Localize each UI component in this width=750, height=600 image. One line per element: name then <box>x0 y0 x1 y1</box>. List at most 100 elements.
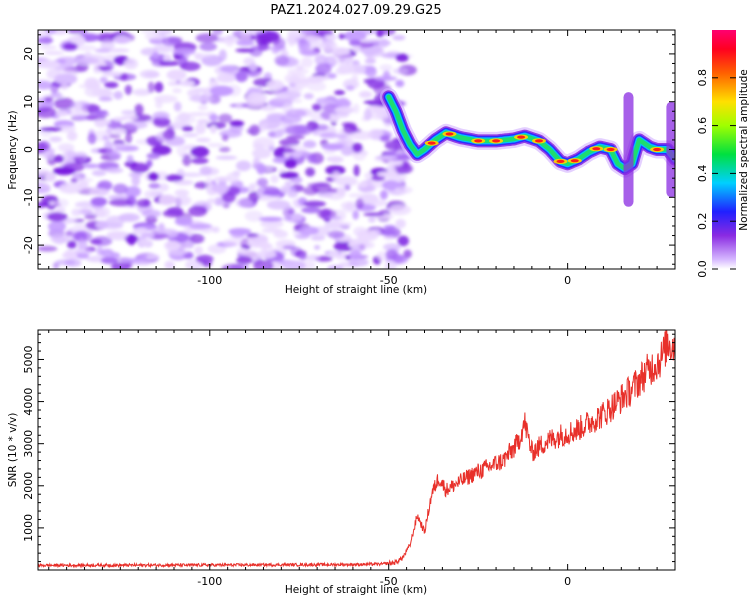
noise-blob <box>307 81 327 92</box>
noise-blob <box>174 114 196 125</box>
noise-blob <box>134 103 144 116</box>
colorbar: 0.0 0.2 0.4 0.6 0.8 Normalized spectral ampl… <box>696 30 750 278</box>
noise-blob <box>257 187 266 198</box>
noise-blob <box>50 233 69 244</box>
snr-series-line <box>38 330 675 569</box>
noise-blob <box>221 192 236 203</box>
noise-blob <box>383 243 401 251</box>
noise-blob <box>297 39 311 51</box>
noise-blob <box>153 233 170 239</box>
noise-blob <box>324 215 342 220</box>
noise-blob <box>218 49 227 62</box>
noise-blob <box>99 76 108 84</box>
noise-blob <box>353 164 360 177</box>
y-tick-label: 3000 <box>22 430 35 458</box>
noise-blob <box>273 230 288 239</box>
noise-blob <box>218 146 231 153</box>
noise-blob <box>113 90 123 100</box>
noise-blob <box>96 32 118 43</box>
noise-blob <box>228 228 252 235</box>
noise-blob <box>323 149 336 155</box>
noise-blob <box>144 32 164 41</box>
noise-blob <box>219 65 237 73</box>
noise-blob <box>320 40 338 52</box>
noise-blob <box>248 62 258 72</box>
noise-blob <box>343 53 354 65</box>
colorbar-label: Normalized spectral amplitude <box>738 69 750 230</box>
noise-blob <box>368 216 376 223</box>
noise-blob <box>90 197 108 207</box>
noise-blob <box>73 223 81 231</box>
noise-blob <box>67 240 77 249</box>
noise-blob <box>38 168 51 175</box>
y-tick-label: 2000 <box>22 472 35 500</box>
side-streak <box>623 92 634 207</box>
noise-blob <box>196 137 211 143</box>
noise-blob <box>95 220 109 229</box>
noise-blob <box>48 220 66 233</box>
noise-blob <box>388 204 412 216</box>
noise-blob <box>207 143 224 148</box>
y-tick-label: 10 <box>22 95 35 109</box>
noise-blob <box>49 136 63 143</box>
noise-blob <box>303 140 317 149</box>
x-tick-label: -50 <box>380 274 398 287</box>
noise-blob <box>359 150 369 156</box>
noise-blob <box>42 149 55 160</box>
noise-blob <box>236 247 248 255</box>
colorbar-tick-label: 0.4 <box>696 165 709 183</box>
noise-blob <box>356 229 379 241</box>
noise-blob <box>130 162 150 173</box>
snr-panel: -100 -50 0 1000 2000 3000 4000 5000 Height of s… <box>7 329 676 596</box>
noise-blob <box>358 90 373 99</box>
noise-blob <box>141 209 162 218</box>
noise-blob <box>91 170 107 177</box>
noise-blob <box>84 213 97 220</box>
noise-blob <box>337 133 348 140</box>
noise-blob <box>352 209 360 220</box>
noise-blob <box>174 189 189 197</box>
noise-blob <box>147 81 155 94</box>
noise-blob <box>351 142 363 153</box>
noise-blob <box>66 30 88 35</box>
noise-blob <box>209 113 219 122</box>
y-tick-label: 1000 <box>22 514 35 542</box>
noise-blob <box>340 145 354 156</box>
noise-blob <box>376 110 390 120</box>
chart-title: PAZ1.2024.027.09.29.G25 <box>270 3 441 18</box>
ridge-peak <box>570 159 579 163</box>
noise-blob <box>256 31 280 42</box>
noise-blob <box>328 251 339 258</box>
noise-blob <box>300 56 314 68</box>
noise-blob <box>154 81 164 93</box>
ridge-peak <box>492 139 501 143</box>
noise-blob <box>100 248 114 257</box>
noise-blob <box>258 216 283 222</box>
heatmap-layer <box>38 30 417 269</box>
ridge-peak <box>427 141 436 145</box>
noise-blob <box>327 230 345 239</box>
noise-blob <box>190 146 210 158</box>
colorbar-tick-label: 0.2 <box>696 212 709 230</box>
noise-blob <box>229 120 245 127</box>
noise-blob <box>46 212 68 222</box>
noise-blob <box>46 30 57 35</box>
y-tick-label: 0 <box>22 146 35 153</box>
noise-blob <box>284 180 292 187</box>
noise-blob <box>157 118 171 126</box>
noise-blob <box>235 102 243 110</box>
colorbar-ticks: 0.0 0.2 0.4 0.6 0.8 <box>696 69 736 278</box>
noise-blob <box>334 106 355 114</box>
noise-blob <box>165 174 184 182</box>
noise-blob <box>55 198 69 208</box>
noise-blob <box>259 240 270 250</box>
noise-blob <box>141 232 156 238</box>
noise-blob <box>158 183 169 192</box>
noise-blob <box>94 119 112 125</box>
noise-blob <box>391 154 412 161</box>
noise-blob <box>286 135 305 140</box>
noise-blob <box>123 120 148 129</box>
noise-blob <box>136 199 151 208</box>
noise-blob <box>381 229 396 236</box>
